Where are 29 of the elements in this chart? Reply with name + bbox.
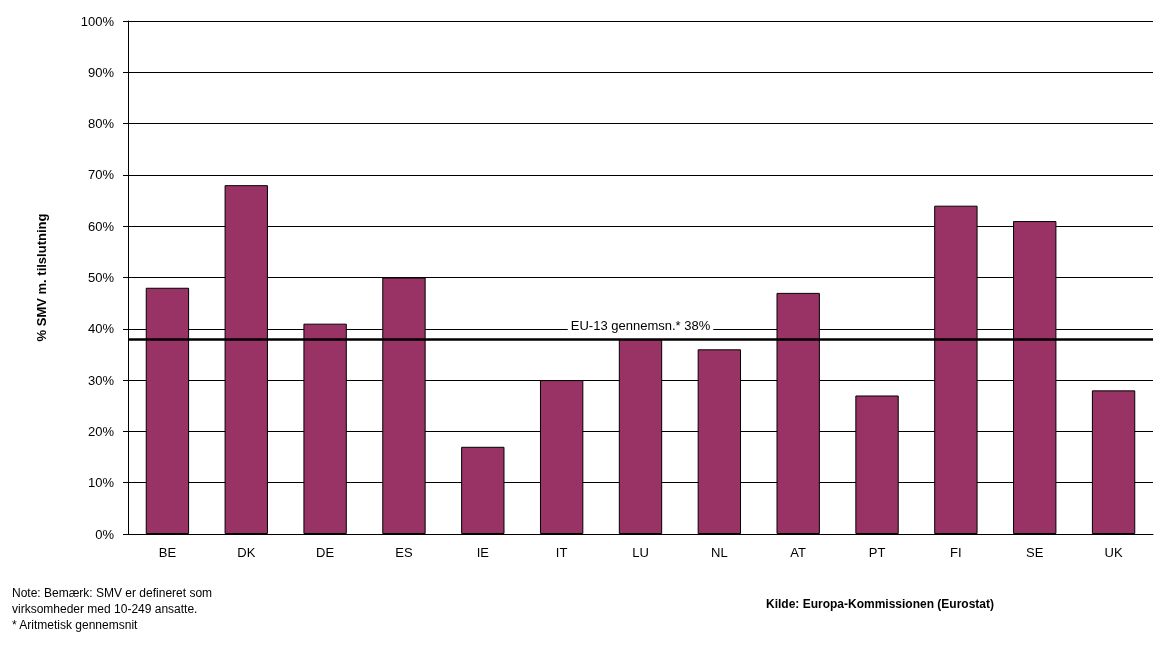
text: Kilde: Europa-Kommissionen (Eurostat) [766, 597, 995, 611]
y-tick-label: 90% [87, 64, 115, 80]
x-tick-label: SE [1026, 545, 1044, 560]
x-tick-label: NL [711, 545, 728, 560]
x-tick-label: UK [1104, 545, 1123, 560]
x-tick-label: BE [158, 545, 177, 560]
text: * Aritmetisk gennemsnit [12, 618, 139, 632]
x-tick-label: AT [790, 545, 807, 560]
y-tick-label: 80% [87, 116, 115, 132]
y-tick-label: 60% [87, 218, 115, 234]
x-tick-label: PT [868, 545, 886, 560]
y-tick-label: 20% [87, 423, 115, 439]
x-tick-label: IT [555, 545, 568, 560]
ref-line-label: EU-13 gennemsn.* 38% [570, 318, 711, 334]
x-tick-label: ES [395, 545, 413, 560]
y-axis-title: % SMV m. tilslutning [34, 213, 49, 342]
x-tick-label: IE [476, 545, 490, 560]
text: Note: Bemærk: SMV er defineret som virksomheder med 10-249 ansatte. [12, 586, 216, 616]
y-tick-label: 70% [87, 167, 115, 183]
x-tick-label: DK [237, 545, 256, 560]
x-tick-label: DE [316, 545, 335, 560]
y-tick-label: 40% [87, 321, 115, 337]
y-tick-label: 50% [87, 270, 115, 285]
y-tick-label: 100% [80, 13, 115, 29]
x-tick-label: LU [632, 545, 649, 560]
x-tick-label: FI [950, 545, 962, 560]
y-tick-label: 10% [87, 475, 115, 491]
y-tick-label: 0% [95, 526, 115, 542]
y-tick-label: 30% [87, 372, 115, 388]
